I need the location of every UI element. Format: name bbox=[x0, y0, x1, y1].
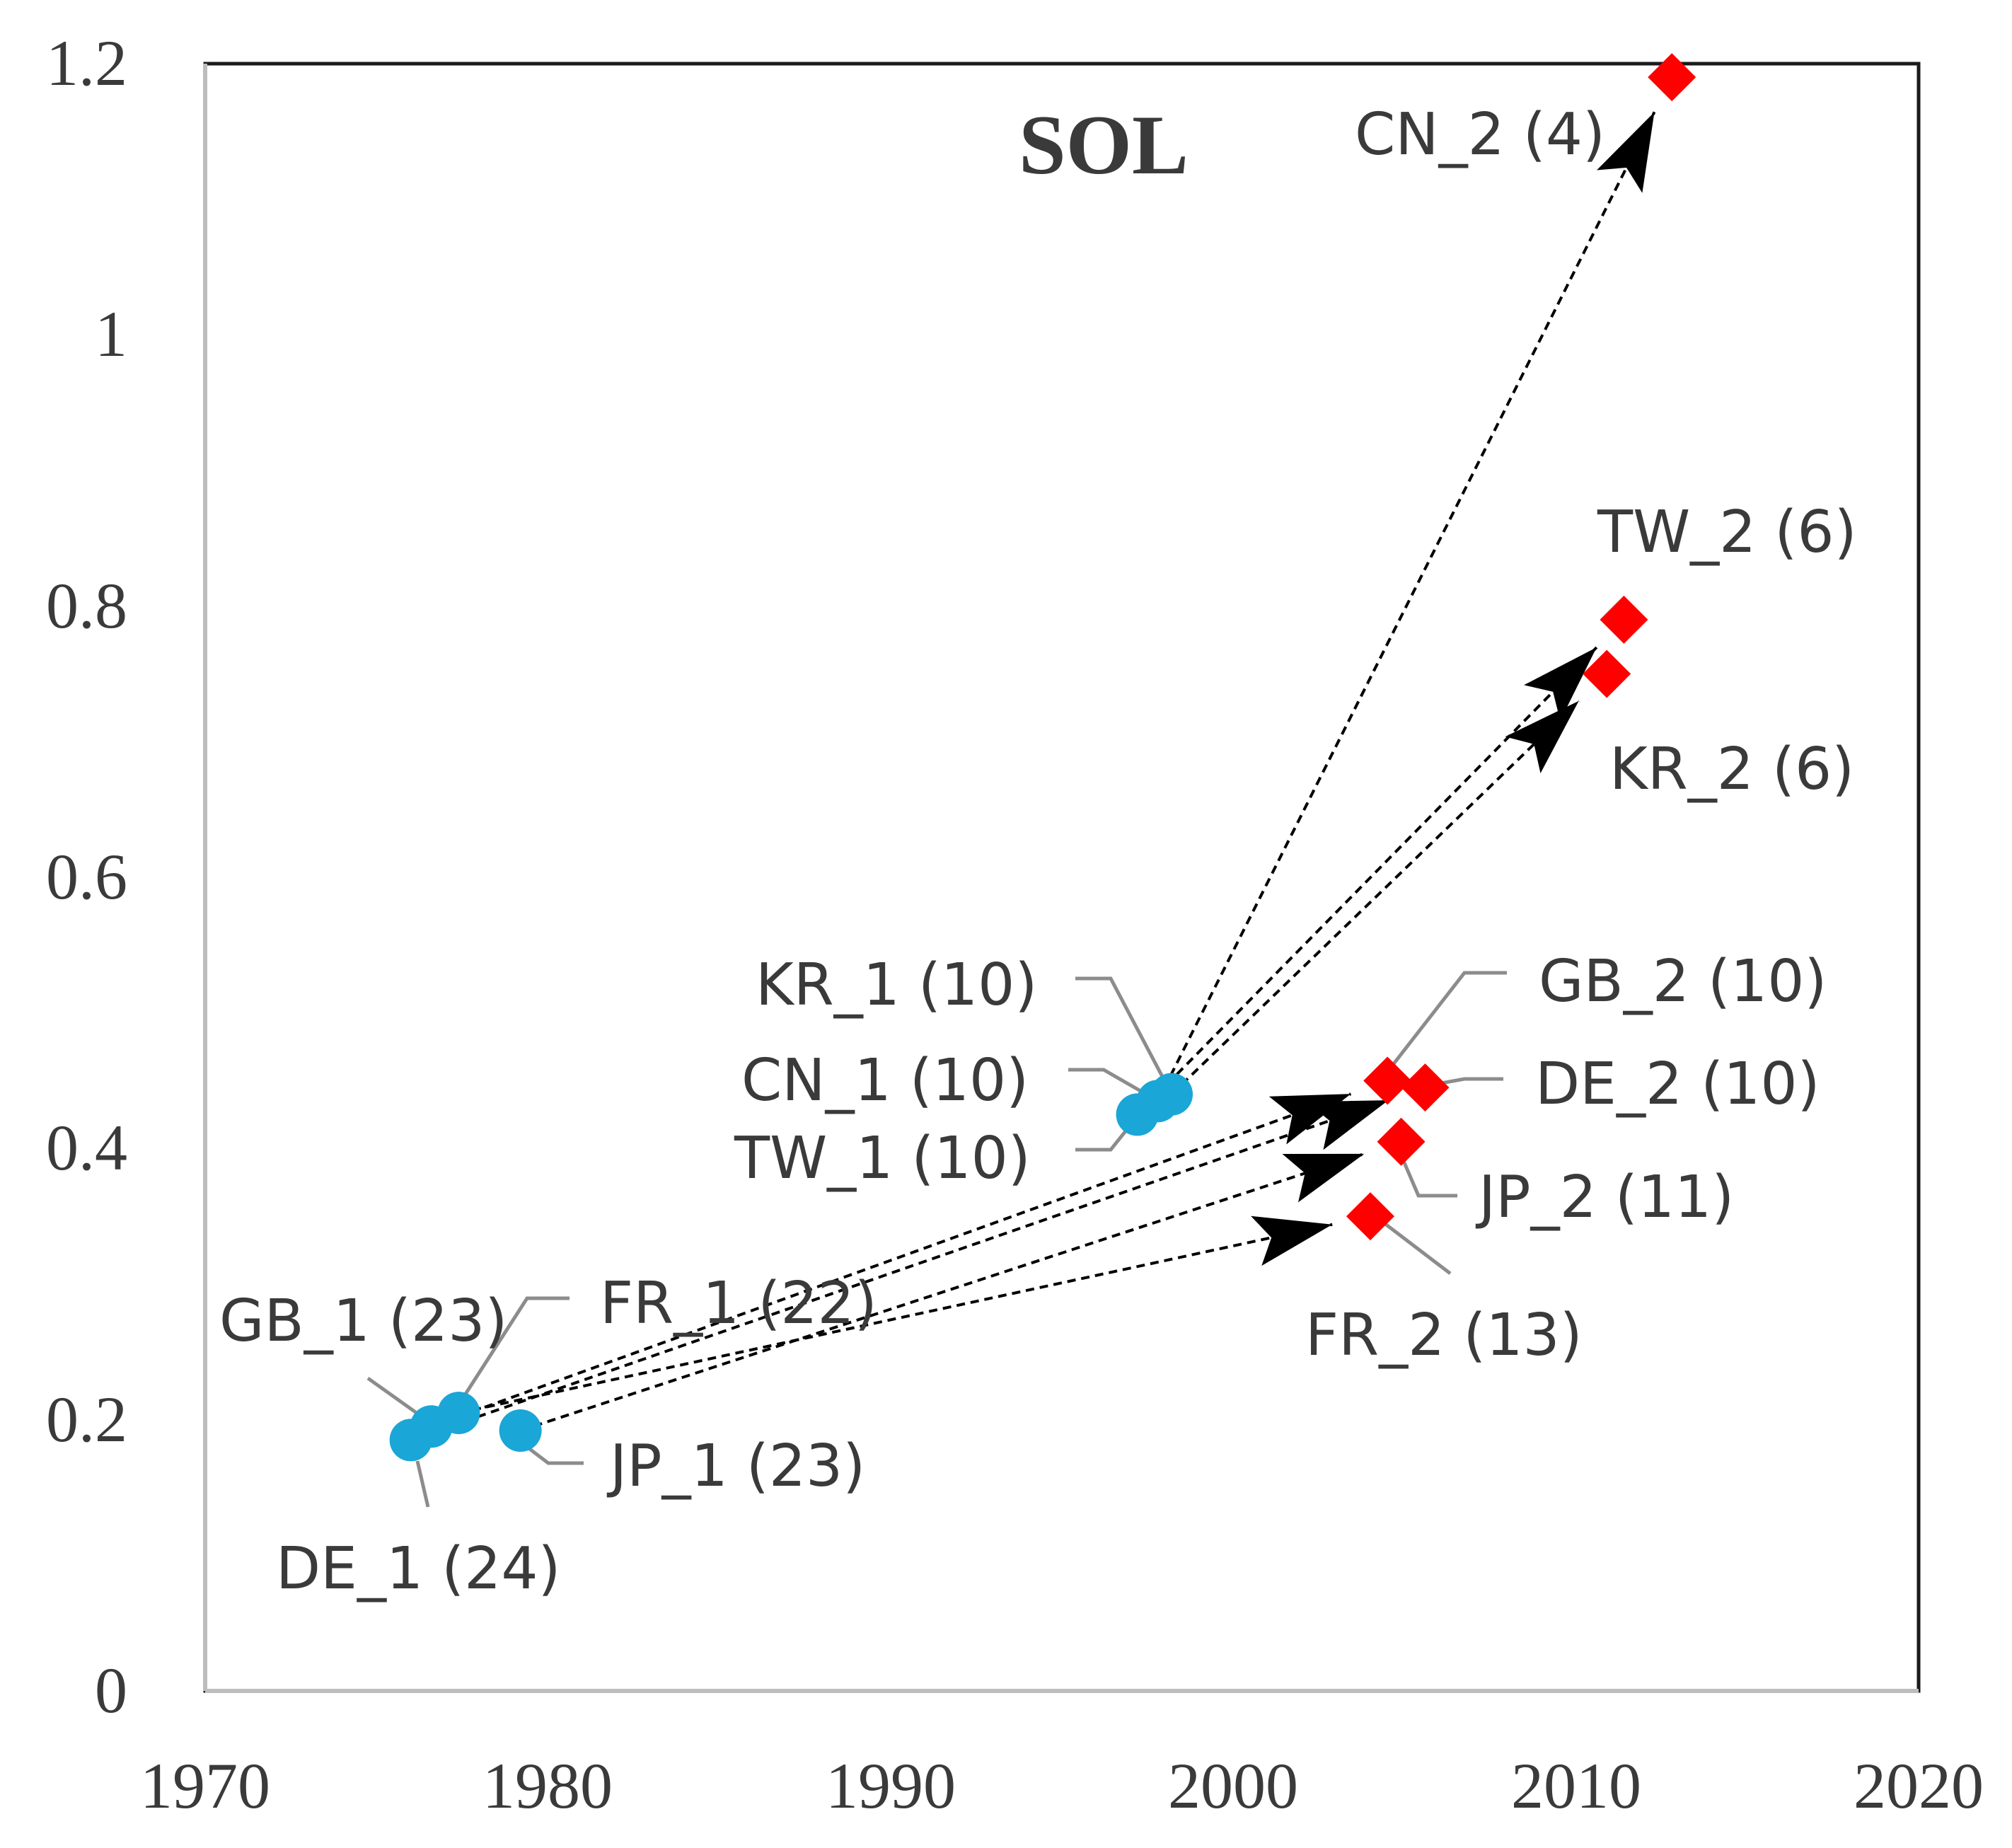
arrowhead-kr2 bbox=[1505, 700, 1579, 774]
point-label-de2: DE_2 (10) bbox=[1535, 1051, 1820, 1118]
y-tick-label: 1 bbox=[95, 298, 127, 370]
x-tick-label: 2020 bbox=[1854, 1750, 1984, 1822]
arrow-cn1-to-cn2 bbox=[1156, 111, 1656, 1102]
point-cn2 bbox=[1648, 53, 1696, 102]
leader-line-de1 bbox=[415, 1460, 430, 1508]
point-tw1 bbox=[1116, 1093, 1159, 1136]
point-label-jp1: JP_1 (23) bbox=[606, 1433, 865, 1500]
x-tick-label: 2000 bbox=[1168, 1750, 1298, 1822]
point-label-de1: DE_1 (24) bbox=[276, 1535, 561, 1602]
point-kr2 bbox=[1583, 649, 1631, 698]
arrow-jp1-to-jp2 bbox=[520, 1152, 1365, 1432]
y-tick-labels: 0 0.2 0.4 0.6 0.8 1 1.2 bbox=[46, 27, 127, 1726]
arrow-tw1-to-tw2 bbox=[1136, 646, 1598, 1116]
point-de2 bbox=[1401, 1063, 1450, 1112]
arrowhead-jp2 bbox=[1282, 1153, 1365, 1203]
point-gb2 bbox=[1363, 1056, 1412, 1105]
leader-line-fr1 bbox=[461, 1296, 570, 1399]
point-label-cn2: CN_2 (4) bbox=[1355, 101, 1605, 168]
leader-line-fr2 bbox=[1375, 1215, 1452, 1275]
point-label-tw2: TW_2 (6) bbox=[1597, 499, 1857, 566]
leader-line-gb1 bbox=[366, 1376, 426, 1421]
transition-arrows bbox=[410, 111, 1656, 1442]
point-label-kr2: KR_2 (6) bbox=[1609, 736, 1854, 803]
point-label-tw1: TW_1 (10) bbox=[734, 1125, 1031, 1192]
arrowhead-cn2 bbox=[1597, 112, 1655, 193]
point-label-kr1: KR_1 (10) bbox=[756, 952, 1037, 1019]
arrow-gb1-to-gb2 bbox=[431, 1092, 1352, 1428]
point-fr2 bbox=[1346, 1192, 1394, 1241]
leader-line-jp2 bbox=[1395, 1145, 1457, 1198]
arrowhead-de2 bbox=[1306, 1100, 1389, 1150]
x-tick-label: 1970 bbox=[140, 1750, 270, 1822]
leader-lines bbox=[366, 971, 1507, 1508]
x-tick-label: 1980 bbox=[482, 1750, 613, 1822]
arrowhead-fr2 bbox=[1251, 1215, 1333, 1266]
y-tick-label: 0.6 bbox=[46, 841, 127, 913]
point-label-fr2: FR_2 (13) bbox=[1305, 1302, 1583, 1369]
leader-line-gb2 bbox=[1389, 971, 1507, 1070]
point-markers bbox=[389, 53, 1696, 1462]
point-labels: CN_2 (4) TW_2 (6) KR_2 (6) KR_1 (10) CN_… bbox=[219, 101, 1857, 1602]
arrow-kr1-to-kr2 bbox=[1170, 700, 1580, 1096]
point-jp1 bbox=[499, 1409, 542, 1452]
arrowhead-tw2 bbox=[1524, 647, 1597, 721]
y-tick-label: 0 bbox=[95, 1654, 127, 1726]
point-tw2 bbox=[1600, 595, 1648, 644]
point-jp2 bbox=[1377, 1117, 1426, 1166]
point-fr1 bbox=[437, 1392, 480, 1435]
y-tick-label: 1.2 bbox=[46, 27, 127, 99]
x-tick-label: 1990 bbox=[826, 1750, 956, 1822]
y-tick-label: 0.2 bbox=[46, 1383, 127, 1455]
y-tick-label: 0.8 bbox=[46, 570, 127, 642]
point-label-cn1: CN_1 (10) bbox=[741, 1047, 1029, 1114]
chart-title: SOL bbox=[1019, 98, 1189, 192]
x-tick-label: 2010 bbox=[1511, 1750, 1641, 1822]
y-tick-label: 0.4 bbox=[46, 1111, 127, 1184]
arrow-fr1-to-fr2 bbox=[458, 1223, 1333, 1415]
plot-frame bbox=[203, 62, 1921, 1693]
point-label-gb2: GB_2 (10) bbox=[1539, 948, 1827, 1015]
arrow-de1-to-de2 bbox=[410, 1099, 1389, 1442]
point-label-jp2: JP_2 (11) bbox=[1475, 1164, 1734, 1231]
point-label-fr1: FR_1 (22) bbox=[600, 1270, 877, 1337]
x-tick-labels: 1970 1980 1990 2000 2010 2020 bbox=[140, 1750, 1984, 1822]
leader-line-kr1 bbox=[1075, 976, 1169, 1087]
point-de1 bbox=[389, 1419, 432, 1462]
point-label-gb1: GB_1 (23) bbox=[219, 1288, 507, 1355]
